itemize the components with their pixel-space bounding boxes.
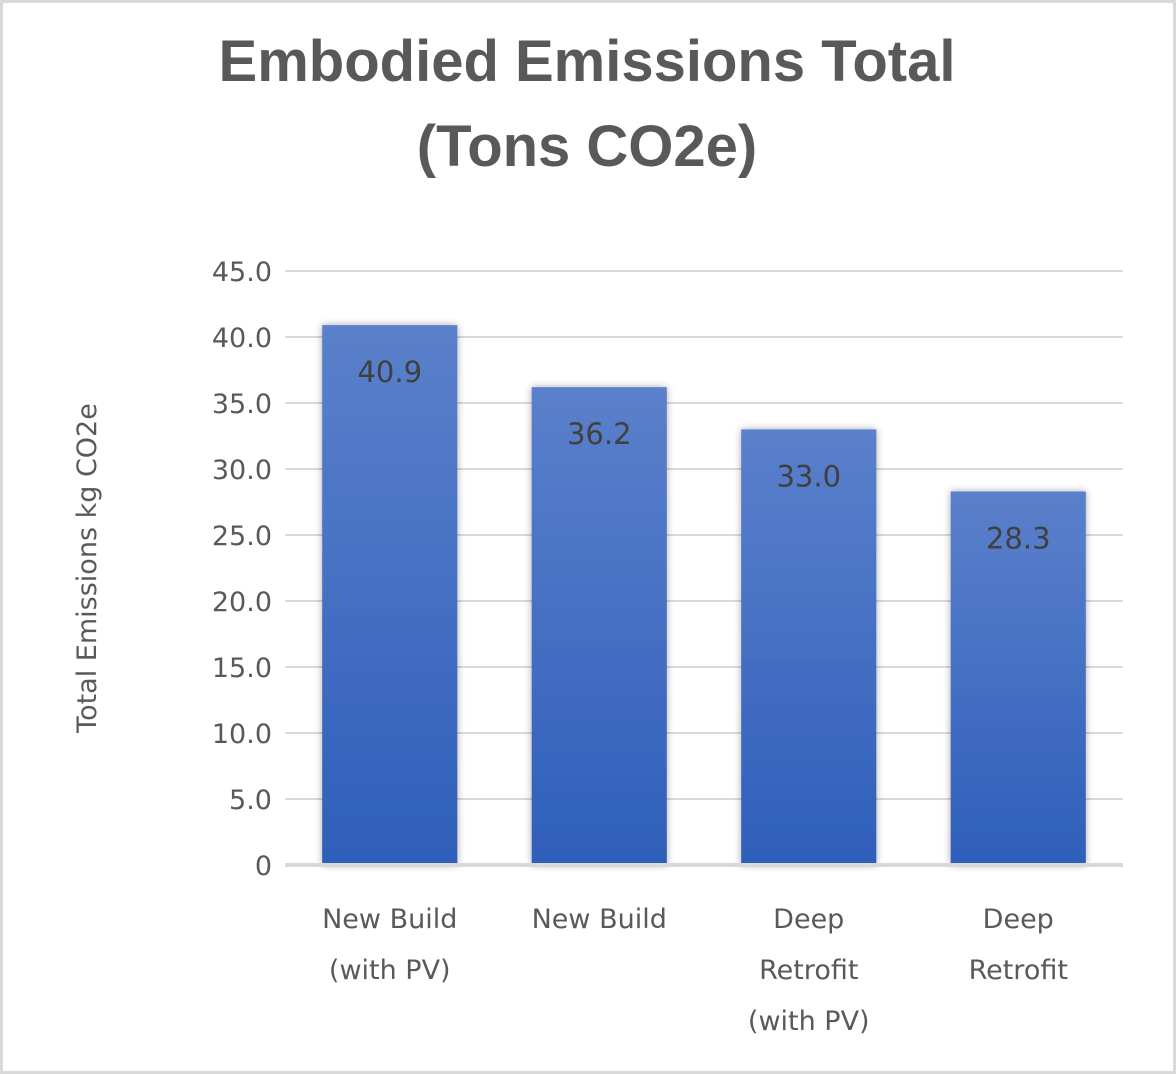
y-tick-label: 10.0 bbox=[212, 719, 272, 750]
bar bbox=[322, 325, 458, 865]
data-label: 33.0 bbox=[776, 459, 841, 493]
x-tick-label: Deep bbox=[983, 904, 1054, 935]
y-tick-label: 30.0 bbox=[212, 455, 272, 486]
data-label: 36.2 bbox=[567, 417, 632, 451]
y-axis-label: Total Emissions kg CO2e bbox=[72, 403, 103, 734]
y-tick-label: 45.0 bbox=[212, 257, 272, 288]
y-tick-label: 5.0 bbox=[229, 785, 272, 816]
y-tick-label: 20.0 bbox=[212, 587, 272, 618]
data-label: 40.9 bbox=[357, 355, 422, 389]
bar bbox=[741, 429, 877, 865]
bar bbox=[531, 387, 667, 865]
x-tick-label: Deep bbox=[773, 904, 844, 935]
x-tick-label: Retrofit bbox=[969, 955, 1068, 986]
chart-title-line-2: (Tons CO2e) bbox=[417, 114, 758, 179]
y-tick-label: 0 bbox=[255, 851, 272, 882]
bar bbox=[950, 491, 1086, 865]
y-tick-label: 25.0 bbox=[212, 521, 272, 552]
x-tick-label: Retrofit bbox=[759, 955, 858, 986]
y-tick-label: 35.0 bbox=[212, 389, 272, 420]
chart-title-line-1: Embodied Emissions Total bbox=[219, 29, 956, 94]
x-tick-label: (with PV) bbox=[329, 955, 451, 986]
x-tick-label: New Build bbox=[322, 904, 457, 935]
x-tick-label: (with PV) bbox=[748, 1006, 870, 1037]
y-tick-label: 40.0 bbox=[212, 323, 272, 354]
y-tick-label: 15.0 bbox=[212, 653, 272, 684]
data-label: 28.3 bbox=[986, 521, 1051, 555]
x-tick-label: New Build bbox=[532, 904, 667, 935]
